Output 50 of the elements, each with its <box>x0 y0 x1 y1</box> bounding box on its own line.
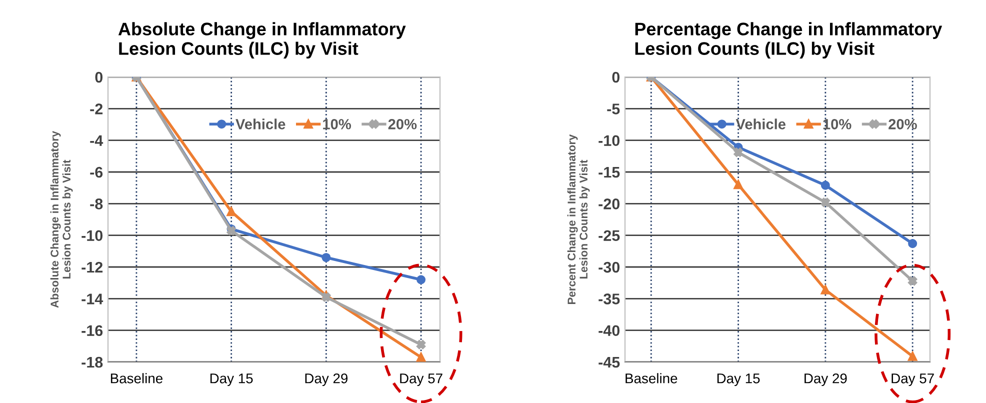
y-tick-label: -30 <box>598 262 620 273</box>
point <box>908 276 918 286</box>
y-tick-label: -25 <box>598 230 620 242</box>
point <box>734 148 743 157</box>
y-tick-label: -2 <box>90 104 103 114</box>
y-tick-label: 0 <box>612 72 620 83</box>
point <box>322 292 331 302</box>
y-tick-label: -10 <box>598 135 620 146</box>
x-tick-label: Day 15 <box>210 374 253 386</box>
x-tick-label: Day 57 <box>892 374 934 386</box>
y-tick-label: -45 <box>598 357 620 368</box>
y-tick-label: -20 <box>598 198 620 210</box>
y-tick-label: -5 <box>607 104 620 114</box>
legend-label: 20% <box>888 119 917 130</box>
y-tick-label: -15 <box>598 167 620 178</box>
legend-label: Vehicle <box>736 118 786 130</box>
x-tick-label: Baseline <box>626 373 678 384</box>
legend-label: 20% <box>388 119 417 130</box>
y-tick-label: -40 <box>598 325 620 336</box>
y-tick-label: -14 <box>82 294 104 304</box>
legend-label: Vehicle <box>236 118 286 130</box>
y-axis-title: Percent Change in Inflammatory Lesion Counts by Visit <box>567 134 590 304</box>
x-tick-label: Day 29 <box>305 373 348 386</box>
point <box>322 252 331 262</box>
y-tick-label: -35 <box>598 294 620 304</box>
y-tick-label: -4 <box>90 135 104 146</box>
y-tick-label: -16 <box>82 325 103 336</box>
point <box>908 352 918 361</box>
y-tick-label: -6 <box>90 166 103 178</box>
legend-label: 10% <box>823 119 852 130</box>
y-axis-title: Absolute Change in Inflammatory Lesion Counts by Visit <box>50 130 73 308</box>
point <box>908 239 918 248</box>
point <box>416 340 426 350</box>
y-tick-label: -12 <box>82 262 103 273</box>
chart-title: Percentage Change in Inflammatory Lesion Counts (ILC) by Visit <box>635 22 942 59</box>
x-tick-label: Day 29 <box>804 373 847 386</box>
x-tick-label: Day 57 <box>400 374 442 386</box>
chart-title: Absolute Change in Inflammatory Lesion Counts (ILC) by Visit <box>118 22 406 59</box>
y-tick-label: -18 <box>82 356 103 368</box>
point <box>416 352 426 362</box>
y-tick-label: 0 <box>95 72 103 83</box>
point <box>820 198 830 207</box>
y-tick-label: -10 <box>82 230 103 242</box>
x-tick-label: Day 15 <box>717 374 760 386</box>
x-tick-label: Baseline <box>110 373 162 384</box>
point <box>416 275 426 284</box>
point <box>820 180 830 190</box>
legend-label: 10% <box>323 119 351 130</box>
y-tick-label: -8 <box>90 198 103 210</box>
point <box>820 285 830 294</box>
